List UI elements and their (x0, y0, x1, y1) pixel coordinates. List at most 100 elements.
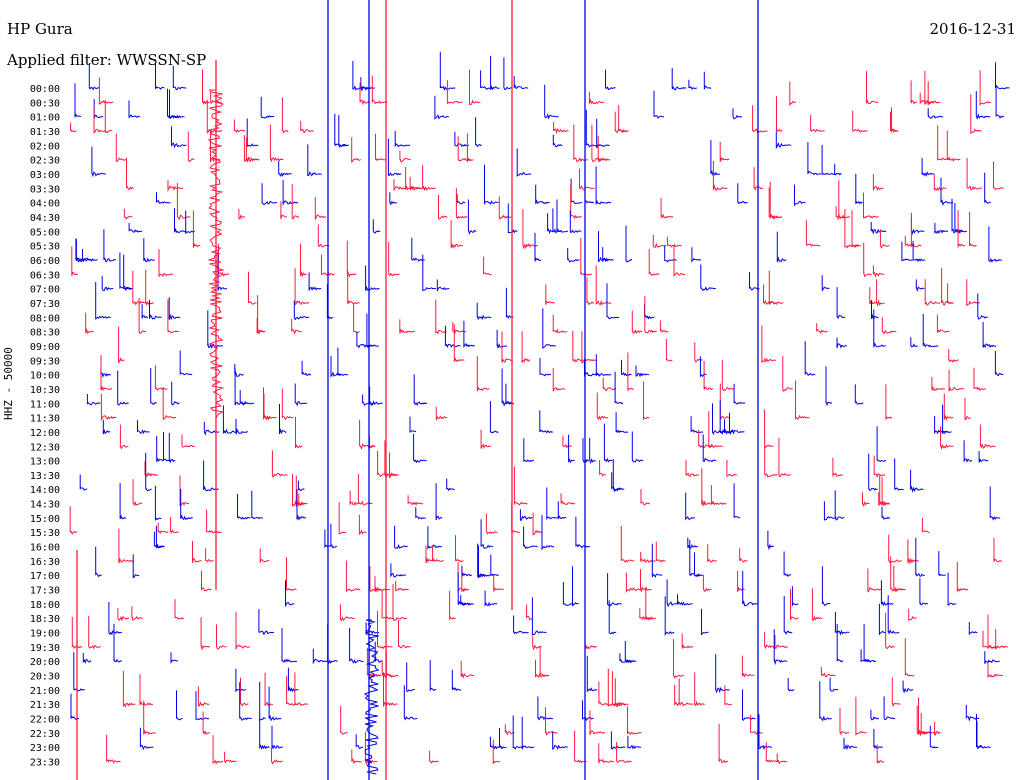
trace-event (143, 238, 155, 263)
trace-event (572, 566, 579, 607)
trace-event (168, 432, 176, 464)
trace-event (490, 554, 500, 576)
trace-event (627, 735, 641, 750)
trace-event (843, 738, 858, 751)
trace-event (700, 264, 716, 292)
trace-event (586, 655, 598, 693)
trace-event (163, 431, 171, 462)
trace-event (478, 545, 494, 579)
trace-event (948, 369, 965, 392)
trace-event (132, 479, 143, 506)
trace-event (499, 728, 507, 749)
row-label: 20:00 (30, 657, 60, 668)
trace-event (181, 434, 196, 448)
trace-event (645, 586, 656, 621)
trace-event (869, 287, 877, 305)
trace-event (357, 474, 373, 506)
row-label: 11:30 (30, 414, 60, 425)
trace-event (263, 387, 277, 421)
row-label: 01:30 (30, 127, 60, 138)
trace-event (119, 483, 127, 520)
trace-event (260, 96, 275, 119)
trace-event (934, 721, 941, 736)
trace-event (666, 579, 680, 608)
station-name: HP Gura (7, 20, 73, 38)
trace-event (811, 588, 823, 621)
trace-event (694, 342, 703, 363)
trace-event (239, 682, 252, 721)
trace-event (128, 100, 140, 119)
trace-event (381, 590, 395, 620)
trace-event (982, 322, 997, 349)
trace-event (553, 122, 569, 135)
row-label: 19:00 (30, 629, 60, 640)
trace-event (890, 556, 906, 592)
trace-event (552, 134, 563, 148)
trace-event (595, 265, 612, 306)
trace-event (752, 105, 768, 134)
trace-event (873, 455, 886, 478)
row-label: 09:00 (30, 342, 60, 353)
trace-event (737, 571, 745, 593)
trace-event (383, 672, 398, 707)
trace-event (170, 652, 179, 664)
trace-event (88, 615, 101, 650)
trace-event (768, 187, 783, 220)
trace-event (655, 541, 666, 563)
trace-event (993, 161, 1004, 191)
trace-event (411, 237, 425, 262)
trace-event (395, 581, 409, 592)
trace-event (552, 367, 566, 392)
trace-event (222, 405, 238, 434)
trace-event (863, 242, 872, 278)
trace-event (603, 423, 613, 463)
trace-event (314, 197, 327, 220)
trace-event (995, 85, 1005, 119)
trace-event (665, 338, 673, 362)
trace-event (855, 696, 867, 736)
trace-event (501, 368, 512, 407)
trace-event (703, 71, 712, 90)
trace-event (791, 586, 799, 607)
row-label: 21:30 (30, 700, 60, 711)
trace-event (627, 352, 635, 391)
trace-event (202, 711, 211, 735)
trace-event (719, 141, 730, 163)
trace-event (907, 539, 919, 565)
trace-event (673, 639, 684, 679)
trace-event (362, 394, 373, 406)
trace-event (712, 161, 728, 192)
trace-event (599, 460, 606, 477)
trace-event (141, 304, 149, 319)
trace-event (584, 359, 600, 377)
trace-event (171, 381, 180, 406)
trace-event (978, 451, 989, 463)
row-label: 12:00 (30, 428, 60, 439)
trace-event (673, 246, 686, 277)
trace-event (413, 374, 428, 407)
trace-event (568, 434, 575, 464)
trace-event (947, 283, 954, 304)
trace-event (200, 617, 211, 651)
trace-event (539, 357, 552, 377)
trace-event (820, 667, 836, 678)
trace-event (938, 551, 946, 577)
trace-event (268, 686, 282, 722)
trace-event (476, 302, 492, 321)
trace-event (235, 611, 251, 650)
trace-event (168, 297, 181, 321)
trace-event (664, 245, 677, 263)
trace-event (387, 138, 402, 176)
trace-event (635, 365, 650, 378)
trace-event (968, 622, 978, 636)
trace-event (995, 62, 1010, 90)
trace-event (82, 652, 92, 664)
trace-event (259, 681, 266, 721)
trace-event (403, 685, 418, 721)
trace-event (881, 506, 891, 520)
trace-event (575, 516, 590, 549)
trace-event (512, 715, 524, 750)
row-label: 22:30 (30, 729, 60, 740)
trace-event (838, 180, 845, 219)
